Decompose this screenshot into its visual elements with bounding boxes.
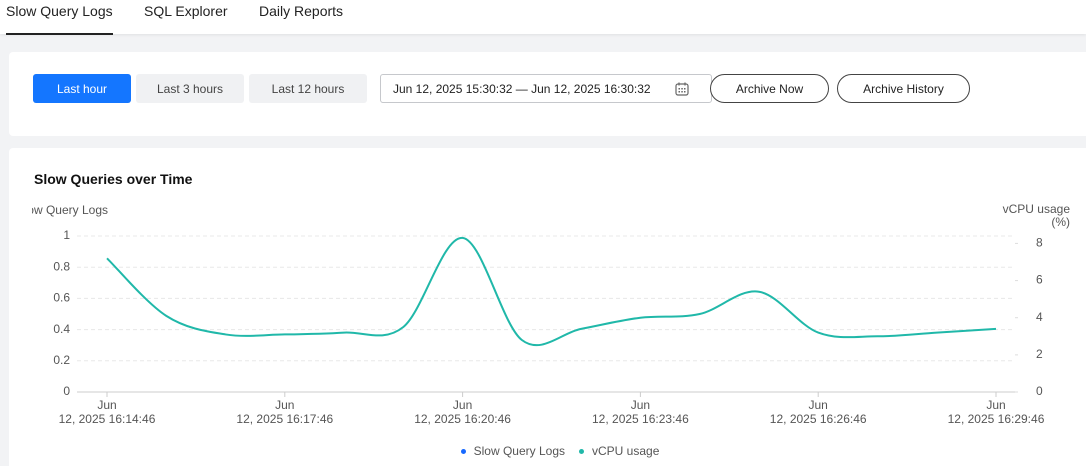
chart-card (9, 148, 1086, 466)
series-line (106, 236, 997, 347)
tab[interactable]: Slow Query Logs (6, 3, 113, 35)
y-tick-label: 1 (63, 228, 70, 242)
y-tick-label: 0 (63, 384, 70, 398)
chart-title: Slow Queries over Time (34, 171, 193, 187)
legend-item[interactable]: vCPU usage (579, 444, 659, 458)
date-range-text: Jun 12, 2025 15:30:32 — Jun 12, 2025 16:… (393, 81, 651, 96)
y-axis-label: Slow Query Logs (32, 203, 108, 217)
x-tick-label: Jun 12, 2025 16:17:46 (236, 398, 334, 426)
y-tick-label: 0.2 (53, 353, 70, 367)
action-button[interactable]: Archive Now (710, 74, 829, 103)
y2-tick-label: 0 (1036, 384, 1043, 398)
x-tick-label: Jun 12, 2025 16:23:46 (592, 398, 689, 426)
time-range-button[interactable]: Last hour (33, 74, 131, 103)
x-tick-label: Jun 12, 2025 16:20:46 (414, 398, 511, 426)
legend-marker (579, 448, 584, 454)
tab[interactable]: SQL Explorer (144, 3, 228, 19)
y2-axis-label: vCPU usage (%) (1002, 202, 1070, 229)
y-tick-label: 0.6 (53, 291, 70, 305)
y2-tick-label: 8 (1036, 236, 1043, 250)
time-range-button[interactable]: Last 12 hours (249, 74, 367, 103)
legend-marker (460, 448, 466, 454)
y2-tick-label: 4 (1036, 310, 1043, 324)
y-axis-label-text: Slow Query Logs (32, 203, 108, 217)
y-tick-label: 0.8 (53, 259, 70, 273)
x-tick-label: Jun 12, 2025 16:29:46 (947, 398, 1045, 426)
y-tick-label: 0.4 (53, 322, 70, 336)
calendar-icon (675, 82, 689, 96)
x-tick-label: Jun 12, 2025 16:26:46 (769, 398, 867, 426)
y2-tick-label: 6 (1036, 273, 1043, 287)
tab-bar: Slow Query Logs SQL Explorer Daily Reports (0, 0, 1086, 35)
y2-tick-label: 2 (1036, 347, 1043, 361)
legend-item[interactable]: Slow Query Logs (460, 444, 565, 458)
legend-label: Slow Query Logs (473, 444, 565, 458)
time-range-button[interactable]: Last 3 hours (136, 74, 244, 103)
tab[interactable]: Daily Reports (259, 3, 344, 19)
x-tick-label: Jun 12, 2025 16:14:46 (58, 398, 156, 426)
legend-label: vCPU usage (592, 444, 660, 458)
action-button[interactable]: Archive History (837, 74, 970, 103)
legend: Slow Query Logs vCPU usage (0, 444, 1086, 458)
